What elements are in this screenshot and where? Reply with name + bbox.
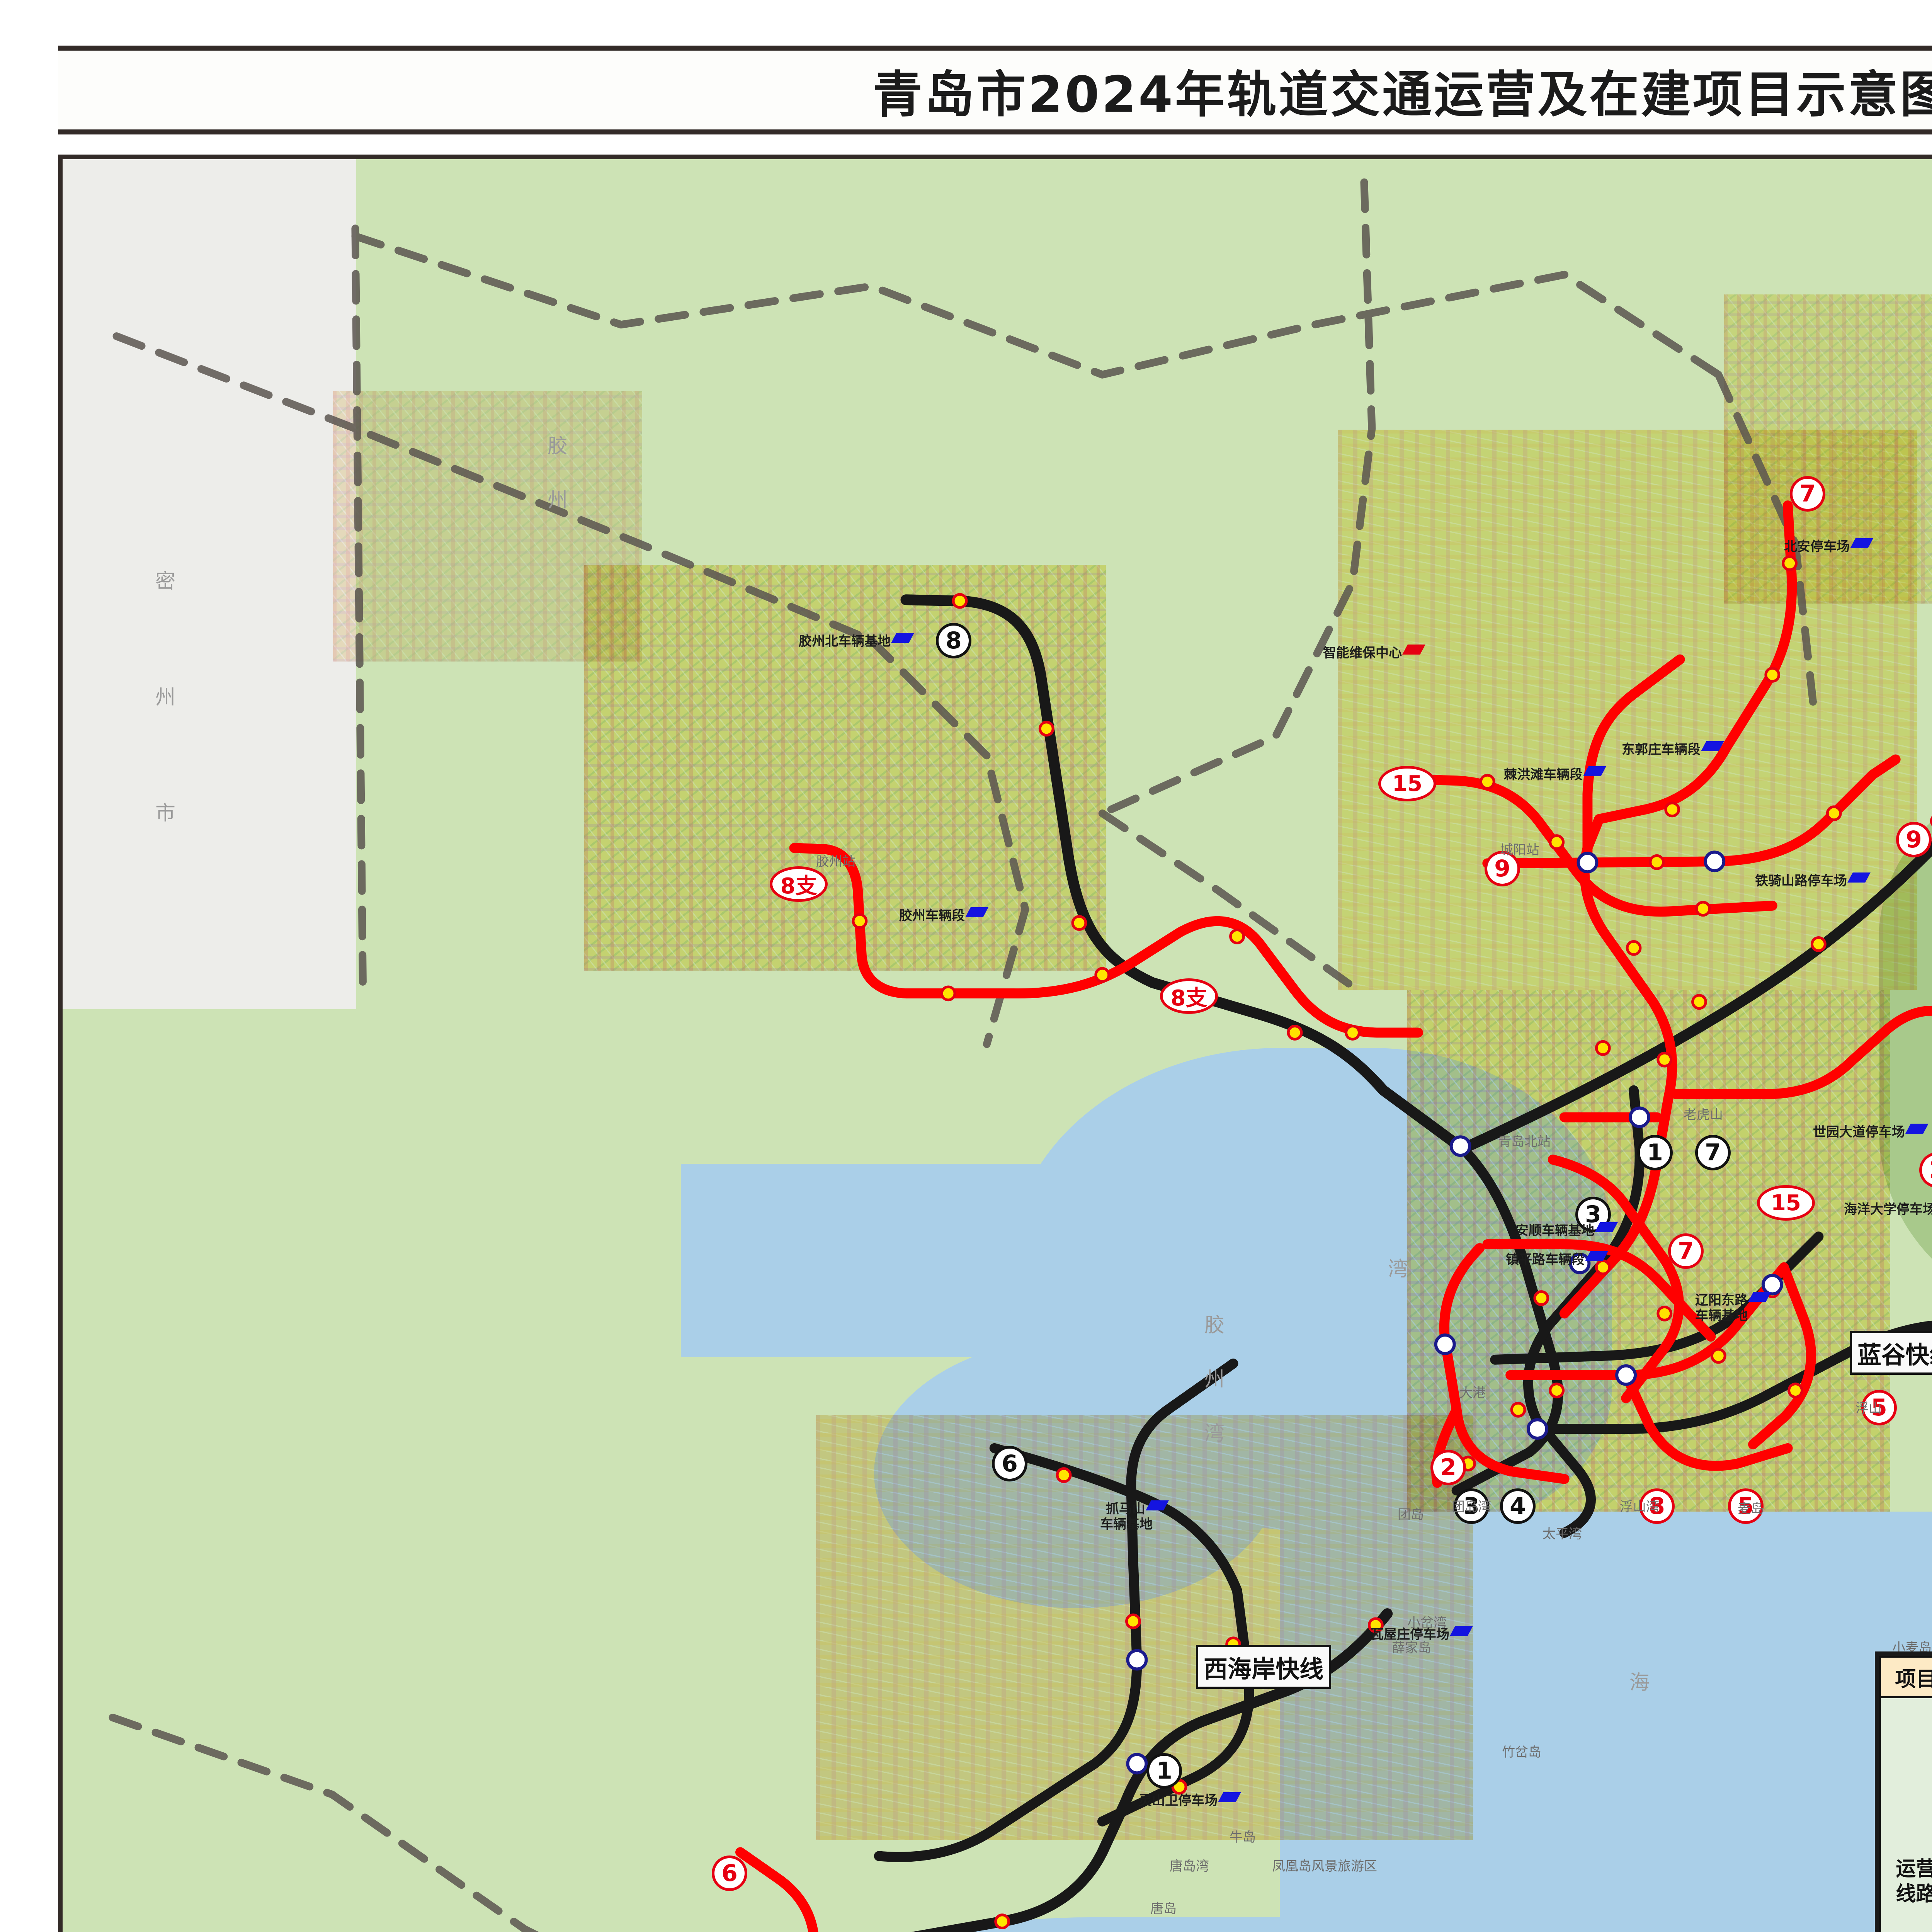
route-summary-table-wrapper: 项目 线路 起点 终点 运营线路3号线青岛站青岛北站2号线一期泰山路站李村公园站… (1875, 1651, 1932, 1932)
map-line-badge-8: 8 (936, 623, 971, 658)
map-geo-label: 海 (1629, 1671, 1650, 1694)
map-line-badge-9: 9 (1485, 851, 1520, 886)
map-depot-label: 世园大道停车场 (1813, 1124, 1905, 1140)
table-header-row: 项目 线路 起点 终点 (1879, 1656, 1932, 1698)
map-geo-label: 太平湾 (1543, 1526, 1582, 1542)
map-geo-label: 州 (1204, 1368, 1225, 1391)
map-depot-label: 车辆基地 (1100, 1517, 1153, 1532)
map-geo-label: 湾 (1388, 1258, 1408, 1281)
map-line-badge-6: 6 (992, 1446, 1027, 1481)
map-line-badge-9: 9 (1896, 822, 1932, 857)
map-geo-label: 浮山 (1855, 1401, 1882, 1416)
map-canvas: 蓝谷快线蓝谷快线西海岸快线西海岸快线 88支8支7159917231574523… (63, 159, 1932, 1932)
land-outer-west (63, 159, 356, 1009)
map-geo-label: 青岛西站 (712, 1929, 764, 1932)
map-geo-label: 大港 (1459, 1385, 1486, 1401)
map-geo-label: 凤凰岛风景旅游区 (1272, 1859, 1377, 1874)
project-group-line: 线路 (1896, 1882, 1932, 1906)
map-line-badge-5: 5 (1861, 1390, 1897, 1425)
map-line-badge-4: 4 (1500, 1488, 1536, 1524)
map-depot-label: 瓦屋庄停车场 (1371, 1627, 1449, 1642)
map-geo-label: 唐岛湾 (1170, 1859, 1209, 1874)
map-depot-label: 北安停车场 (1784, 539, 1850, 554)
table-cell-project-group: 运营 线路 (1879, 1696, 1932, 1932)
map-geo-label: 团岛湾 (1452, 1499, 1491, 1515)
map-geo-label: 竹岔岛 (1502, 1745, 1541, 1760)
map-geo-label: 州 (548, 489, 568, 512)
map-geo-label: 团岛 (1398, 1507, 1424, 1522)
th-project: 项目 (1879, 1656, 1932, 1698)
map-depot-label: 胶州北车辆基地 (799, 634, 891, 649)
map-depot-label: 车辆基地 (1695, 1308, 1748, 1323)
map-line-badge-2: 2 (1430, 1450, 1466, 1485)
map-line-badge-7: 7 (1695, 1135, 1731, 1170)
map-depot-label: 镇平路车辆段 (1506, 1252, 1585, 1267)
map-line-badge-8: 8 (1639, 1488, 1675, 1524)
map-title-bar: 青岛市2024年轨道交通运营及在建项目示意图 (58, 46, 1932, 134)
map-geo-label: 浮山湾 (1620, 1499, 1659, 1515)
map-line-badge-7: 7 (1790, 476, 1825, 512)
map-depot-label: 铁骑山路停车场 (1755, 873, 1847, 889)
map-line-badge-3: 3 (1454, 1488, 1489, 1524)
map-depot-label: 安顺车辆基地 (1515, 1223, 1594, 1238)
map-route-name-label: 蓝谷快线 (1850, 1331, 1932, 1375)
map-depot-label: 东郭庄车辆段 (1622, 742, 1701, 757)
map-geo-label: 湾 (1204, 1422, 1225, 1445)
map-geo-label: 青岛北站 (1498, 1134, 1551, 1150)
map-depot-label: 灵山卫停车场 (1139, 1793, 1218, 1808)
map-depot-label: 抓马山 (1106, 1501, 1145, 1517)
urban-jimo (1724, 294, 1932, 604)
map-line-badge-7: 7 (1668, 1233, 1704, 1269)
table-head: 项目 线路 起点 终点 (1879, 1656, 1932, 1698)
project-group-line: 运营 (1896, 1857, 1932, 1881)
map-line-badge-6: 6 (712, 1855, 747, 1891)
map-geo-label: 小岔湾 (1407, 1615, 1447, 1631)
map-geo-label: 薛家岛 (1392, 1640, 1431, 1656)
table-body: 运营线路3号线青岛站青岛北站2号线一期泰山路站李村公园站蓝谷快线苗岭路站钱谷山站… (1879, 1696, 1932, 1932)
map-geo-label: 老虎山 (1684, 1107, 1723, 1122)
map-line-badge-5: 5 (1728, 1488, 1764, 1524)
map-geo-label: 麦岛 (1738, 1501, 1764, 1517)
map-route-name-label: 西海岸快线 (1196, 1645, 1332, 1689)
map-line-badge-15: 15 (1378, 766, 1436, 801)
map-geo-label: 胶 (548, 435, 568, 458)
map-depot-label: 智能维保中心 (1323, 645, 1402, 661)
map-geo-label: 城阳站 (1500, 842, 1539, 858)
map-depot-label: 海洋大学停车场 (1844, 1202, 1932, 1217)
map-line-badge-3: 3 (1575, 1197, 1611, 1232)
map-geo-label: 密 (155, 570, 176, 593)
map-geo-label: 牛岛 (1230, 1830, 1256, 1845)
map-geo-label: 州 (155, 686, 176, 709)
page-title: 青岛市2024年轨道交通运营及在建项目示意图 (872, 66, 1932, 124)
route-summary-table: 项目 线路 起点 终点 运营线路3号线青岛站青岛北站2号线一期泰山路站李村公园站… (1879, 1656, 1932, 1932)
map-line-badge-8支: 8支 (770, 866, 828, 902)
map-depot-label: 棘洪滩车辆段 (1504, 767, 1583, 782)
table-row: 运营线路3号线青岛站青岛北站 (1879, 1696, 1932, 1932)
map-line-badge-15: 15 (1757, 1185, 1815, 1221)
map-depot-label: 胶州车辆段 (899, 908, 965, 923)
map-geo-label: 唐岛 (1150, 1901, 1177, 1917)
map-geo-label: 胶州站 (816, 854, 855, 869)
urban-chengyang (1338, 430, 1917, 990)
rail-lines-layer (109, 178, 1932, 1932)
map-frame: 蓝谷快线蓝谷快线西海岸快线西海岸快线 88支8支7159917231574523… (58, 155, 1932, 1932)
map-line-badge-1: 1 (1146, 1753, 1182, 1789)
map-geo-label: 市 (155, 802, 176, 825)
map-line-badge-1: 1 (1637, 1135, 1673, 1170)
map-geo-label: 胶 (1204, 1314, 1225, 1337)
map-line-badge-8支: 8支 (1160, 978, 1218, 1014)
urban-huangdao (816, 1415, 1473, 1840)
map-depot-label: 辽阳东路 (1695, 1293, 1748, 1308)
